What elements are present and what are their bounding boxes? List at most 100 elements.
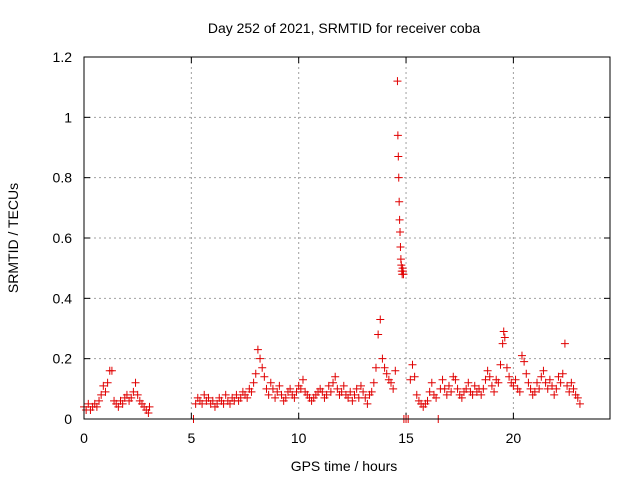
data-point (393, 131, 402, 140)
data-points (80, 77, 584, 423)
data-point (145, 402, 154, 411)
data-point (567, 378, 576, 387)
data-point (371, 363, 380, 372)
data-point (331, 372, 340, 381)
data-point (537, 372, 546, 381)
data-point (524, 378, 533, 387)
data-point (408, 360, 417, 369)
x-tick-label: 5 (187, 430, 195, 446)
data-point (575, 399, 584, 408)
data-point (396, 227, 405, 236)
y-tick-label: 0.8 (53, 170, 73, 186)
data-point (198, 399, 207, 408)
x-tick-label: 20 (506, 430, 522, 446)
data-point (457, 393, 466, 402)
data-point (127, 393, 136, 402)
x-tick-label: 0 (80, 430, 88, 446)
data-point (440, 384, 449, 393)
data-point (498, 339, 507, 348)
x-tick-label: 10 (291, 430, 307, 446)
data-point (451, 375, 460, 384)
data-point (103, 378, 112, 387)
data-point (394, 173, 403, 182)
data-point (346, 387, 355, 396)
data-point (425, 387, 434, 396)
data-point (550, 390, 559, 399)
data-point (92, 402, 101, 411)
data-point (573, 393, 582, 402)
data-point (380, 363, 389, 372)
data-point (481, 375, 490, 384)
data-point (258, 363, 267, 372)
data-point (432, 393, 441, 402)
data-point (535, 384, 544, 393)
data-point (412, 390, 421, 399)
data-point (548, 381, 557, 390)
data-point (247, 387, 256, 396)
data-point (509, 381, 518, 390)
data-point (378, 354, 387, 363)
data-point (361, 393, 370, 402)
data-point (442, 390, 451, 399)
data-point (496, 360, 505, 369)
y-tick-label: 0.6 (53, 230, 73, 246)
data-point (273, 387, 282, 396)
data-point (352, 384, 361, 393)
data-point (502, 363, 511, 372)
data-point (511, 375, 520, 384)
y-axis-label: SRMTID / TECUs (5, 183, 21, 293)
data-point (144, 408, 153, 417)
data-point (447, 387, 456, 396)
data-point (464, 378, 473, 387)
data-point (552, 384, 561, 393)
data-point (560, 339, 569, 348)
data-point (256, 354, 265, 363)
data-point (505, 372, 514, 381)
data-point (423, 396, 432, 405)
data-point (253, 345, 262, 354)
chart-title: Day 252 of 2021, SRMTID for receiver cob… (208, 20, 481, 36)
data-point (333, 384, 342, 393)
data-point (208, 396, 217, 405)
data-point (438, 375, 447, 384)
data-point (483, 366, 492, 375)
data-point (97, 390, 106, 399)
data-point (399, 270, 408, 279)
data-point (243, 393, 252, 402)
data-point (277, 390, 286, 399)
data-point (281, 393, 290, 402)
data-point (322, 390, 331, 399)
data-point (114, 402, 123, 411)
data-point (374, 330, 383, 339)
data-point (382, 369, 391, 378)
data-point (500, 333, 509, 342)
data-point (204, 393, 213, 402)
data-point (268, 384, 277, 393)
data-point (468, 390, 477, 399)
data-point (554, 372, 563, 381)
data-point (395, 215, 404, 224)
data-point (122, 390, 131, 399)
data-point (275, 381, 284, 390)
data-point (356, 381, 365, 390)
axis-ticks: 0 0.2 0.4 0.6 0.8 1 1.2 0 5 10 15 20 (53, 49, 610, 446)
data-point (344, 393, 353, 402)
data-point (526, 384, 535, 393)
data-point (348, 396, 357, 405)
data-point (541, 378, 550, 387)
data-point (539, 366, 548, 375)
x-axis-label: GPS time / hours (291, 458, 398, 474)
data-point (393, 77, 402, 86)
data-point (249, 378, 258, 387)
data-point (296, 384, 305, 393)
data-point (490, 387, 499, 396)
data-point (479, 384, 488, 393)
data-point (410, 372, 419, 381)
data-point (543, 384, 552, 393)
data-point (107, 366, 116, 375)
data-point (462, 384, 471, 393)
y-tick-label: 0.4 (53, 290, 73, 306)
data-point (290, 393, 299, 402)
data-point (427, 378, 436, 387)
data-point (376, 315, 385, 324)
